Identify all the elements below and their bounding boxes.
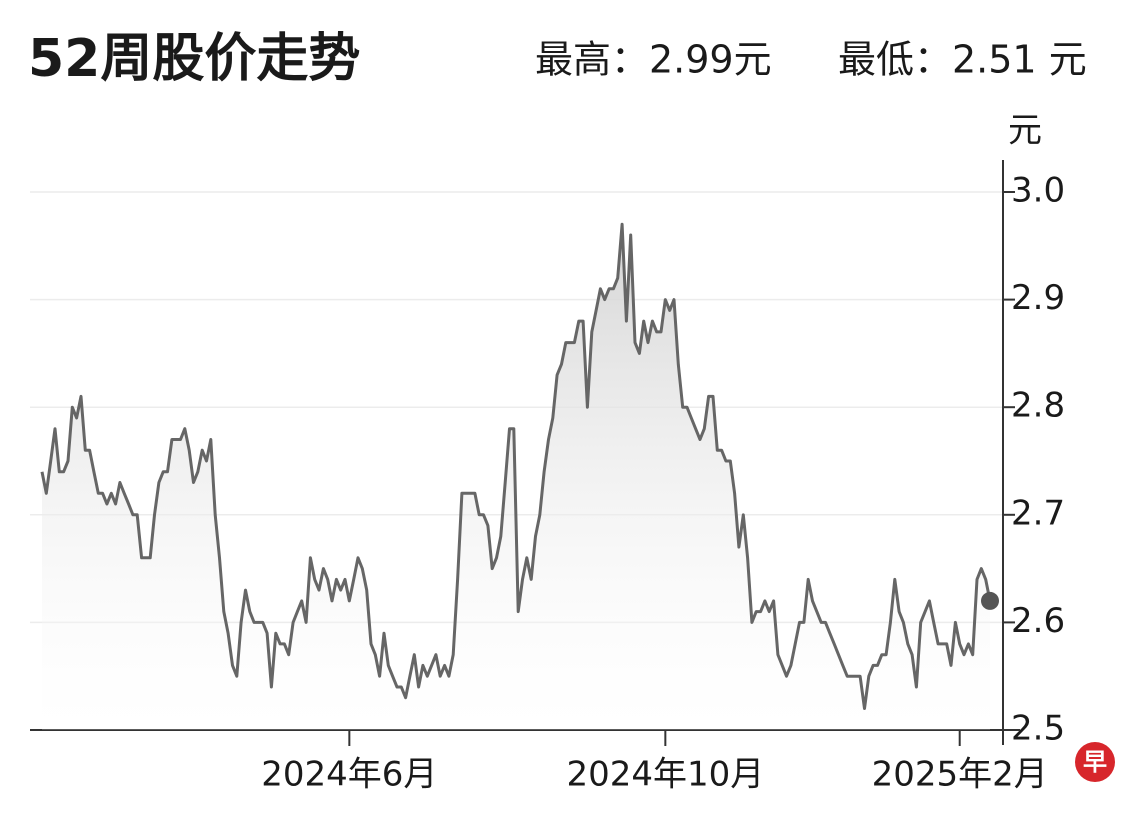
y-tick-label: 2.6 bbox=[1011, 601, 1065, 641]
x-tick-label: 2024年6月 bbox=[261, 755, 437, 795]
subtitle-high: 最高：2.99元 bbox=[535, 38, 772, 82]
x-tick-label: 2025年2月 bbox=[872, 755, 1048, 795]
area bbox=[42, 224, 990, 731]
y-axis-label: 元 bbox=[1008, 111, 1042, 151]
logo-text: 早 bbox=[1083, 748, 1107, 776]
y-tick-label: 2.7 bbox=[1011, 493, 1065, 533]
last-point bbox=[981, 591, 999, 610]
y-tick-label: 2.5 bbox=[1011, 709, 1065, 749]
y-tick-label: 3.0 bbox=[1011, 171, 1065, 211]
y-tick-label: 2.8 bbox=[1011, 386, 1065, 426]
logo: 早 bbox=[1075, 742, 1115, 782]
price-line bbox=[40, 222, 992, 710]
subtitle-low: 最低：2.51 元 bbox=[838, 38, 1087, 82]
y-tick-label: 2.9 bbox=[1011, 278, 1065, 318]
x-tick-label: 2024年10月 bbox=[566, 755, 764, 795]
logo-badge bbox=[1075, 742, 1115, 782]
chart-title: 52周股价走势 bbox=[28, 29, 360, 89]
